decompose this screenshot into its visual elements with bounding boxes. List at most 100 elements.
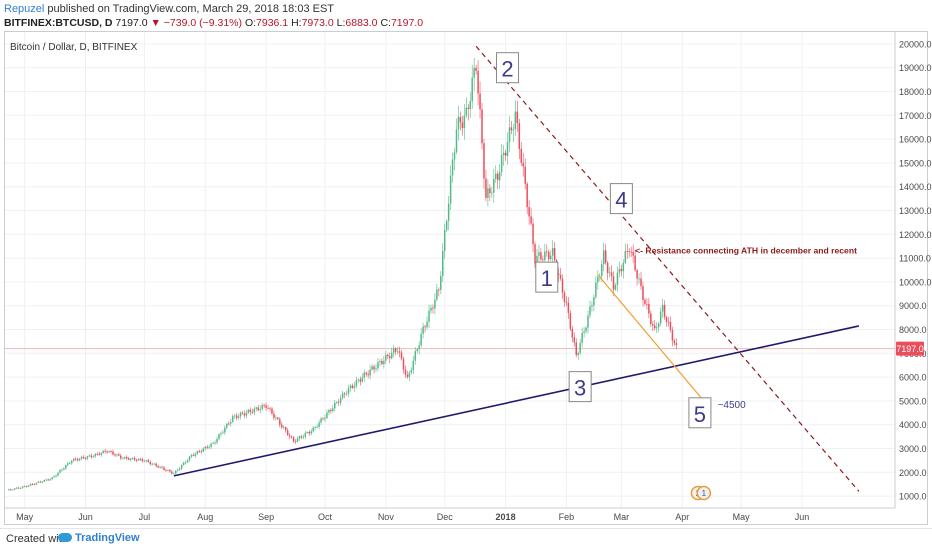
candle-body [61, 469, 63, 471]
candle-body [192, 455, 195, 456]
candle-body [622, 262, 625, 272]
candle-body [381, 361, 383, 365]
candle-body [424, 326, 426, 328]
candle-body [434, 299, 436, 309]
candle-body [538, 252, 540, 256]
candle-body [343, 393, 346, 395]
candle-body [551, 248, 554, 256]
candle-body [212, 442, 214, 444]
candle-body [455, 129, 458, 153]
candle-body [528, 207, 530, 217]
candle-body [216, 439, 218, 443]
candle-body [632, 252, 634, 256]
trendline-resistance [475, 45, 860, 492]
candle-body [35, 482, 38, 485]
candle-body [375, 368, 377, 370]
candle-body [398, 351, 401, 353]
chart-frame[interactable] [4, 31, 928, 525]
candle-body [149, 462, 152, 465]
price-chart[interactable]: 1000.02000.03000.04000.05000.06000.07000… [0, 0, 932, 528]
trendline-projection [597, 274, 709, 407]
candle-body [145, 460, 148, 461]
wave-label: 4 [615, 188, 627, 213]
candle-body [655, 327, 658, 329]
candle-body [610, 272, 613, 277]
candle-body [104, 450, 106, 452]
candle-body [630, 251, 632, 253]
current-price-badge [896, 341, 924, 356]
candle-body [302, 436, 305, 438]
candle-body [78, 458, 81, 461]
candle-body [72, 458, 75, 461]
author-link[interactable]: Repuzel [4, 3, 45, 15]
candle-body [589, 306, 591, 316]
candle-body [569, 312, 572, 329]
candle-body [120, 455, 122, 459]
candle-body [406, 374, 409, 377]
candle-body [108, 451, 110, 453]
wave-label: 1 [541, 266, 553, 291]
candle-body [237, 416, 240, 418]
candle-body [312, 427, 314, 432]
created-with-text: Created with [6, 533, 68, 545]
x-tick-label: Jul [139, 512, 151, 522]
y-tick-label: 5000.0 [899, 396, 927, 406]
candle-body [218, 434, 220, 440]
high-value: 7973.0 [301, 17, 334, 29]
y-tick-label: 10000.0 [899, 277, 932, 287]
y-tick-label: 14000.0 [899, 182, 932, 192]
candle-body [638, 278, 640, 280]
candle-body [510, 127, 513, 131]
candle-body [583, 331, 585, 333]
candle-body [165, 469, 167, 471]
x-tick-label: Feb [559, 512, 575, 522]
candle-body [365, 372, 367, 375]
candle-body [92, 456, 95, 458]
candle-body [373, 366, 375, 370]
candle-body [457, 116, 460, 130]
candle-body [634, 255, 636, 271]
candle-body [10, 489, 12, 491]
x-tick-label: May [733, 512, 751, 522]
candle-body [335, 401, 338, 403]
candle-body [27, 485, 30, 487]
wave-label-box [568, 371, 592, 403]
candle-body [601, 264, 603, 277]
candle-body [55, 475, 57, 477]
candle-body [131, 457, 134, 459]
wave-label-box [535, 261, 559, 293]
low-value: 6883.0 [345, 17, 378, 29]
candle-body [646, 303, 648, 305]
candle-body [224, 427, 226, 433]
y-tick-label: 4000.0 [899, 420, 927, 430]
candle-body [74, 458, 77, 460]
candle-body [261, 405, 263, 410]
y-tick-label: 19000.0 [899, 63, 932, 73]
candle-body [644, 300, 646, 304]
candle-body [310, 431, 312, 434]
candle-body [438, 289, 440, 291]
candle-body [414, 351, 417, 361]
price-change: ▼ −739.0 (−9.31%) [150, 17, 243, 29]
x-tick-label: Jun [795, 512, 810, 522]
candle-body [626, 251, 629, 252]
candle-body [663, 304, 666, 318]
candle-body [359, 379, 362, 382]
candle-body [471, 77, 473, 102]
candle-body [253, 408, 256, 413]
candle-body [222, 432, 224, 434]
candle-body [304, 432, 307, 437]
candle-body [669, 321, 672, 331]
candle-body [396, 351, 399, 353]
candle-body [231, 416, 234, 422]
candle-body [657, 323, 660, 328]
candle-body [200, 451, 203, 453]
candle-body [383, 360, 385, 365]
tradingview-logo[interactable]: TradingView [58, 532, 140, 544]
candle-body [479, 93, 481, 110]
candle-body [69, 463, 71, 464]
candle-body [581, 332, 583, 343]
candle-body [379, 361, 381, 363]
candle-body [618, 268, 621, 273]
candle-body [59, 470, 61, 473]
